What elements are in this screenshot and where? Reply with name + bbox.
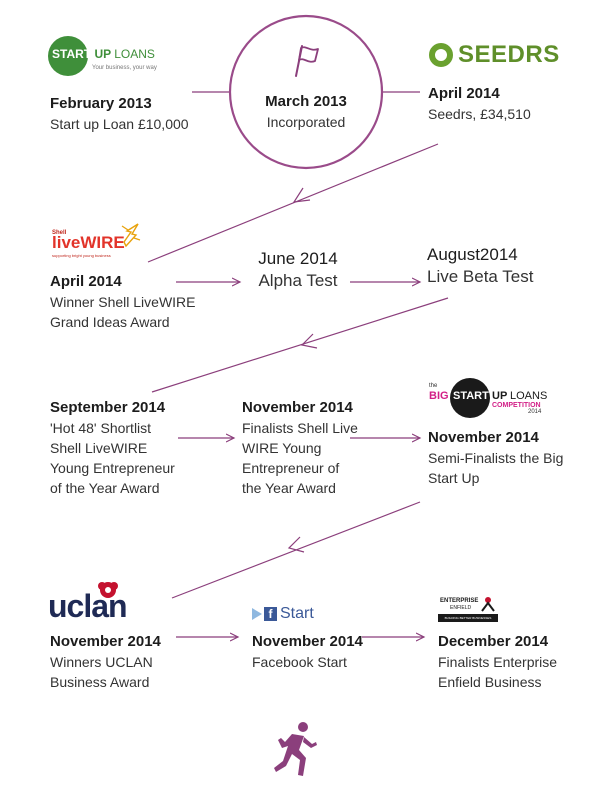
event-date: September 2014	[50, 399, 166, 416]
event-aug-2014: August2014 Live Beta Test	[427, 244, 533, 288]
enterprise-enfield-line2: ENFIELD	[450, 605, 472, 611]
event-desc: Live Beta Test	[427, 267, 534, 286]
event-nov-2014-bigstartup: November 2014 Semi-Finalists the Big Sta…	[428, 428, 563, 488]
livewire-tagline: supporting bright young business	[52, 253, 111, 258]
event-desc: Facebook Start	[252, 654, 347, 670]
big-startup-loans-logo: the BIG START UP LOANS COMPETITION 2014	[428, 378, 578, 418]
event-date: March 2013	[265, 93, 347, 110]
event-desc-line: Winners UCLAN	[50, 654, 153, 670]
event-date: November 2014	[50, 633, 161, 650]
event-desc-line: Winner Shell LiveWIRE	[50, 294, 196, 310]
event-date: December 2014	[438, 633, 549, 650]
event-desc-line: of the Year Award	[50, 480, 160, 496]
milestone-circle	[228, 14, 384, 170]
enterprise-enfield-logo: ENTERPRISE ENFIELD BUILDING BETTER BUSIN…	[438, 596, 498, 624]
livewire-spark-icon	[121, 223, 141, 248]
big-startup-competition: COMPETITION	[492, 402, 541, 409]
startup-loans-start: START	[52, 47, 92, 61]
livewire-logo: Shell liveWIRE supporting bright young b…	[50, 220, 150, 260]
event-desc-line: Shell LiveWIRE	[50, 440, 148, 456]
event-desc-line: WIRE Young	[242, 440, 322, 456]
diagonal-arrow-2	[300, 333, 318, 349]
diagonal-arrow-1	[292, 187, 311, 203]
event-date: April 2014	[428, 85, 500, 102]
event-desc-line: Young Entrepreneur	[50, 460, 175, 476]
big-startup-big: BIG	[429, 390, 449, 402]
livewire-shell: Shell	[52, 230, 67, 236]
startup-loans-tagline: Your business, your way	[92, 65, 157, 71]
event-date: February 2013	[50, 95, 152, 112]
enterprise-enfield-line1: ENTERPRISE	[440, 598, 479, 604]
event-desc-line: Grand Ideas Award	[50, 314, 170, 330]
big-startup-circle	[450, 378, 490, 418]
enterprise-enfield-emblem-icon	[481, 597, 495, 612]
event-desc-line: Enfield Business	[438, 674, 542, 690]
event-sep-2014: September 2014 'Hot 48' Shortlist Shell …	[50, 398, 175, 498]
facebook-start-logo: f Start	[252, 604, 342, 624]
flag-icon	[295, 45, 319, 77]
diagonal-arrow-3	[287, 536, 305, 553]
event-date: April 2014	[50, 273, 122, 290]
big-startup-the: the	[429, 383, 438, 389]
seedrs-ring-icon	[429, 43, 453, 67]
event-desc: Incorporated	[266, 114, 346, 130]
event-desc-line: Business Award	[50, 674, 150, 690]
play-arrow-icon	[252, 608, 262, 620]
seedrs-name: SEEDRS	[458, 41, 560, 68]
event-nov-2014-livewire: November 2014 Finalists Shell Live WIRE …	[242, 398, 358, 498]
event-desc-line: the Year Award	[242, 480, 336, 496]
uclan-logo: uclan	[48, 580, 138, 626]
event-apr-2014-livewire: April 2014 Winner Shell LiveWIRE Grand I…	[50, 272, 196, 332]
event-date: November 2014	[242, 399, 353, 416]
event-desc-line: Start Up	[428, 470, 480, 486]
event-desc: Alpha Test	[258, 271, 338, 290]
startup-loans-badge	[48, 36, 88, 76]
facebook-start-name: Start	[280, 605, 314, 622]
event-feb-2013: February 2013 Start up Loan £10,000	[50, 94, 189, 134]
big-startup-up: UP	[492, 390, 508, 402]
event-date: August2014	[427, 245, 518, 264]
big-startup-year: 2014	[528, 409, 542, 415]
runner-icon	[274, 722, 317, 776]
connector-diagonal-1	[147, 143, 439, 263]
event-nov-2014-uclan: November 2014 Winners UCLAN Business Awa…	[50, 632, 161, 692]
connector-diagonal-2	[151, 297, 449, 393]
enterprise-enfield-tagline: BUILDING BETTER BUSINESSES	[438, 614, 498, 622]
event-desc-line: Finalists Shell Live	[242, 420, 358, 436]
facebook-f-icon: f	[264, 607, 277, 621]
event-jun-2014: June 2014 Alpha Test	[240, 248, 356, 292]
event-date: November 2014	[252, 633, 363, 650]
startup-loans-loans: LOANS	[114, 47, 155, 61]
uclan-name: uclan	[48, 588, 128, 624]
event-date: November 2014	[428, 429, 539, 446]
event-dec-2014: December 2014 Finalists Enterprise Enfie…	[438, 632, 557, 692]
event-desc-line: 'Hot 48' Shortlist	[50, 420, 152, 436]
startup-loans-logo: START UP LOANS Your business, your way	[48, 36, 188, 76]
livewire-name: liveWIRE	[52, 233, 125, 252]
event-nov-2014-facebook: November 2014 Facebook Start	[252, 632, 363, 672]
event-apr-2014-seedrs: April 2014 Seedrs, £34,510	[428, 84, 531, 124]
event-desc-line: Semi-Finalists the Big	[428, 450, 564, 466]
event-mar-2013: March 2013 Incorporated	[240, 92, 372, 132]
startup-loans-up: UP	[94, 47, 111, 61]
event-desc-line: Finalists Enterprise	[438, 654, 558, 670]
big-startup-loans: LOANS	[510, 390, 548, 402]
event-desc: Seedrs, £34,510	[428, 106, 531, 122]
event-desc: Start up Loan £10,000	[50, 116, 189, 132]
uclan-rose-icon	[98, 582, 118, 598]
big-startup-start: START	[453, 390, 489, 402]
event-desc-line: Entrepreneur of	[242, 460, 340, 476]
event-date: June 2014	[258, 249, 338, 268]
